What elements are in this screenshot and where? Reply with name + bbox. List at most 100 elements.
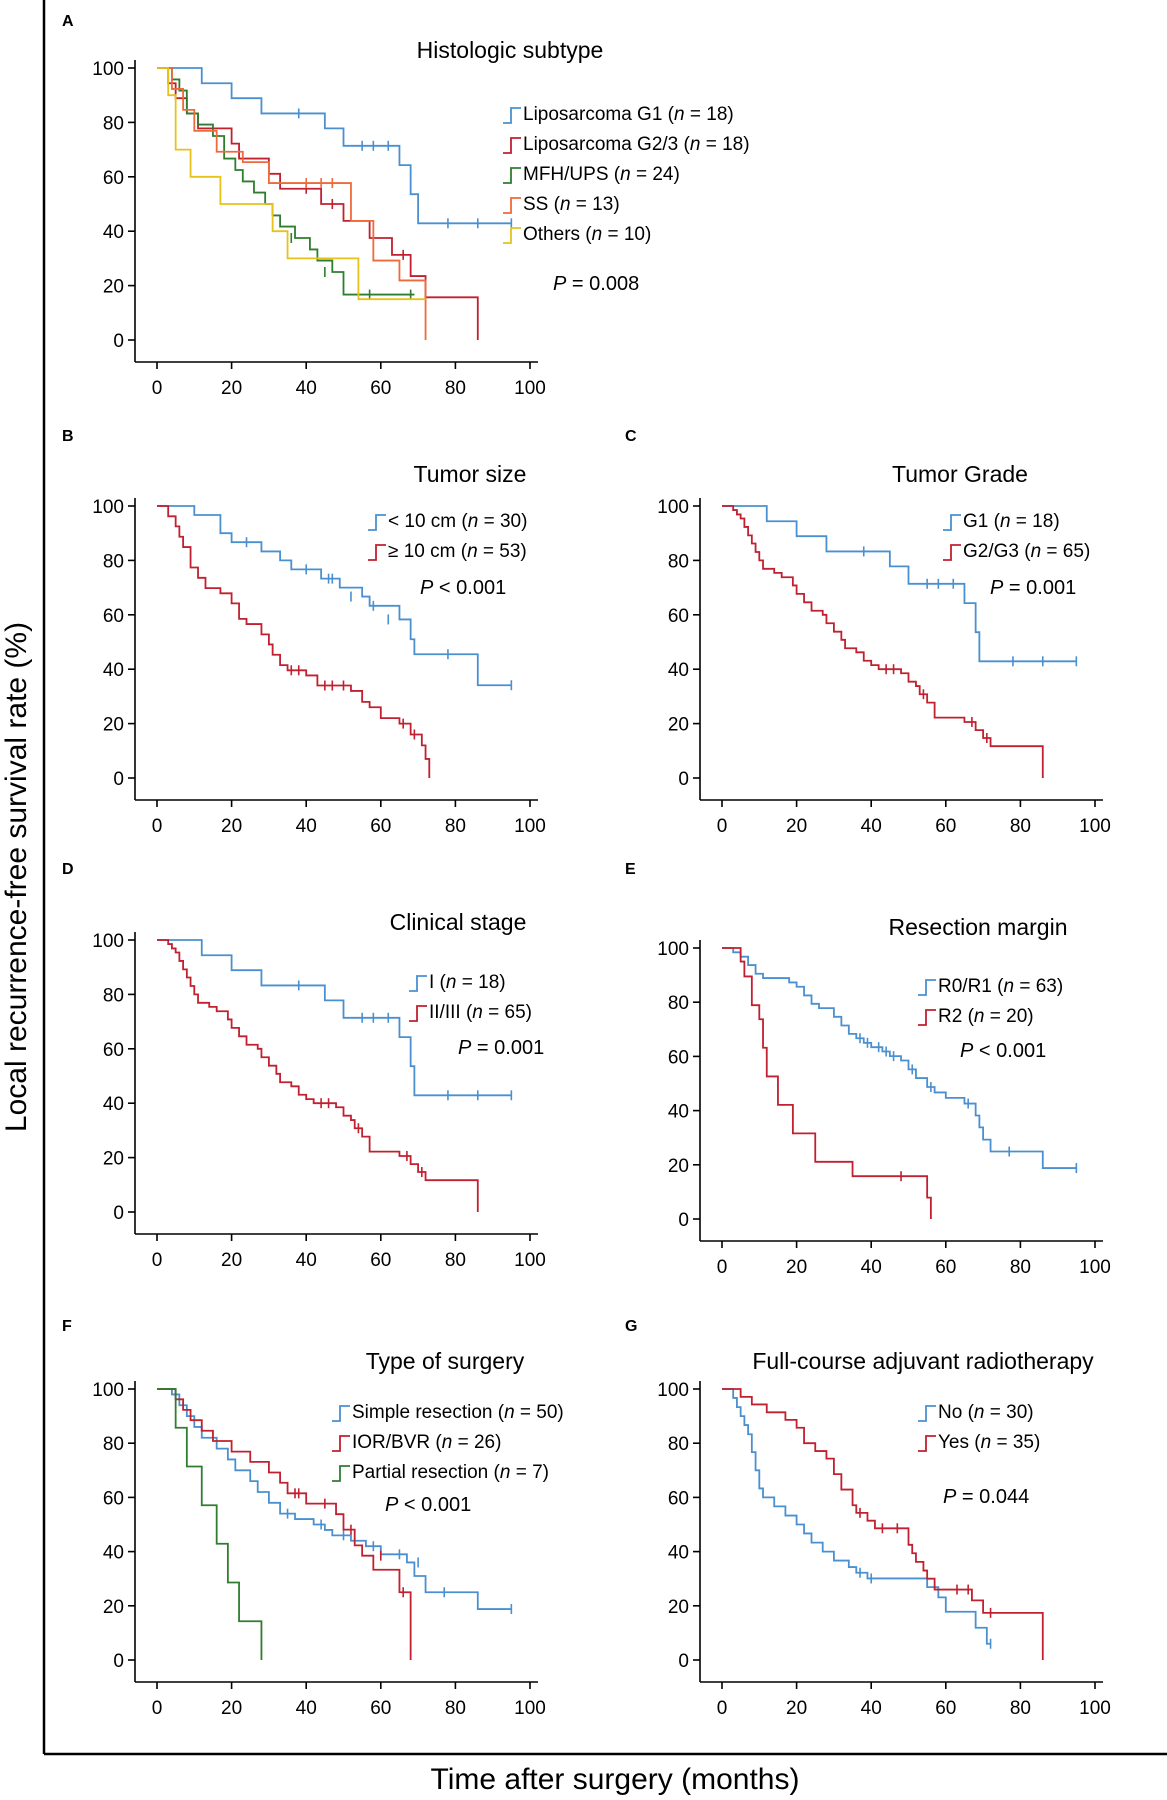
x-tick-label: 40 [861,816,882,837]
panel-e: E Resection margin 0 20 40 60 80 100 0 20 40 60 80 10… [625,861,1111,1278]
legend-series-name: Liposarcoma G2/3 ( [523,134,691,155]
x-tick-label: 20 [786,816,807,837]
survival-curve-blue [722,505,1077,663]
legend-entry: MFH/UPS (n = 24) [523,164,680,185]
y-tick-label: 20 [103,1597,124,1618]
legend-entry: IOR/BVR (n = 26) [352,1432,501,1453]
legend-entry: R2 (n = 20) [938,1006,1034,1027]
legend-n-value: = 53) [478,541,527,562]
legend-n-symbol: n [504,1402,515,1423]
legend-entry: Liposarcoma G2/3 (n = 18) [523,134,750,155]
x-tick-label: 0 [717,1698,728,1719]
survival-curve-green [157,1388,263,1660]
legend-n-value: = 18) [685,104,734,125]
legend-n-value: = 50) [515,1402,564,1423]
panel-title: Histologic subtype [417,37,604,63]
y-tick-label: 20 [103,715,124,736]
x-tick-label: 80 [445,378,466,399]
legend-swatch [409,975,427,992]
legend-series-name: < 10 cm ( [388,511,468,532]
x-tick-label: 100 [1079,1698,1111,1719]
legend-swatch [503,137,521,154]
legend-swatch [503,227,521,244]
legend-series-name: SS ( [523,194,561,215]
x-tick-label: 20 [786,1698,807,1719]
legend-entry: II/III (n = 65) [429,1002,532,1023]
x-tick-label: 60 [935,816,956,837]
legend-n-symbol: n [1003,976,1014,997]
y-tick-label: 100 [92,1380,124,1401]
legend-series-name: G2/G3 ( [963,541,1031,562]
x-tick-label: 0 [717,816,728,837]
survival-curve-red [157,1388,412,1660]
y-tick-label: 80 [103,551,124,572]
x-tick-label: 20 [221,1250,242,1271]
p-value-label: P < 0.001 [960,1040,1046,1062]
legend-series-name: Simple resection ( [352,1402,505,1423]
y-tick-label: 40 [668,1102,689,1123]
x-tick-label: 100 [1079,1257,1111,1278]
legend-n-symbol: n [981,1432,992,1453]
y-tick-label: 80 [668,551,689,572]
legend-n-value: = 65) [1041,541,1090,562]
y-tick-label: 40 [668,1543,689,1564]
x-tick-label: 80 [445,816,466,837]
y-tick-label: 40 [103,222,124,243]
legend-series-name: R0/R1 ( [938,976,1004,997]
p-value-label: P < 0.001 [385,1494,471,1516]
panel-title: Resection margin [889,914,1068,940]
x-tick-label: 20 [221,1698,242,1719]
y-tick-label: 80 [668,1434,689,1455]
y-tick-label: 80 [103,113,124,134]
y-tick-label: 60 [103,168,124,189]
x-tick-label: 0 [152,816,163,837]
panel-letter: E [625,861,636,878]
x-tick-label: 0 [152,1698,163,1719]
x-tick-label: 40 [296,1698,317,1719]
legend-n-value: = 18) [456,972,505,993]
survival-curve-blue [157,67,512,225]
legend-entry: < 10 cm (n = 30) [388,511,527,532]
survival-curve-red [722,505,1044,778]
x-tick-label: 40 [861,1257,882,1278]
legend-series-name: II/III ( [429,1002,473,1023]
legend-swatch [332,1405,350,1422]
legend-swatch [503,167,521,184]
y-tick-label: 0 [678,769,689,790]
x-tick-label: 100 [514,378,546,399]
legend-n-value: = 65) [483,1002,532,1023]
y-tick-label: 100 [657,1380,689,1401]
x-tick-label: 60 [370,1698,391,1719]
survival-curve-red [157,67,479,340]
panel-letter: C [625,428,637,445]
legend-swatch [409,1005,427,1022]
survival-curve-blue [722,1388,991,1645]
panel-letter: A [62,13,74,30]
y-tick-label: 0 [113,1651,124,1672]
x-tick-label: 80 [445,1250,466,1271]
x-tick-label: 40 [296,378,317,399]
legend-series-name: Yes ( [938,1432,981,1453]
legend-series-name: Partial resection ( [352,1462,501,1483]
legend-entry: G2/G3 (n = 65) [963,541,1090,562]
legend-n-value: = 26) [452,1432,501,1453]
x-tick-label: 100 [514,1698,546,1719]
panel-g: G Full-course adjuvant radiotherapy 0 20 40 6… [625,1318,1111,1719]
panel-letter: D [62,861,74,878]
y-tick-label: 20 [103,1149,124,1170]
panels: A Histologic subtype 0 20 40 60 80 100 0 20 40 60 80… [62,13,1111,1719]
y-tick-label: 80 [103,1434,124,1455]
legend-n-value: = 24) [631,164,680,185]
y-tick-label: 40 [668,660,689,681]
y-tick-label: 60 [103,606,124,627]
y-tick-label: 40 [103,1543,124,1564]
y-tick-label: 0 [678,1210,689,1231]
x-tick-label: 60 [935,1698,956,1719]
y-tick-label: 20 [668,715,689,736]
legend-n-symbol: n [442,1432,453,1453]
panel-d: D Clinical stage 0 20 40 60 80 100 0 20 40 60 80 100 I… [62,861,546,1271]
y-tick-label: 60 [668,1488,689,1509]
legend-n-value: = 18) [700,134,749,155]
y-tick-label: 0 [113,1203,124,1224]
x-tick-label: 60 [935,1257,956,1278]
